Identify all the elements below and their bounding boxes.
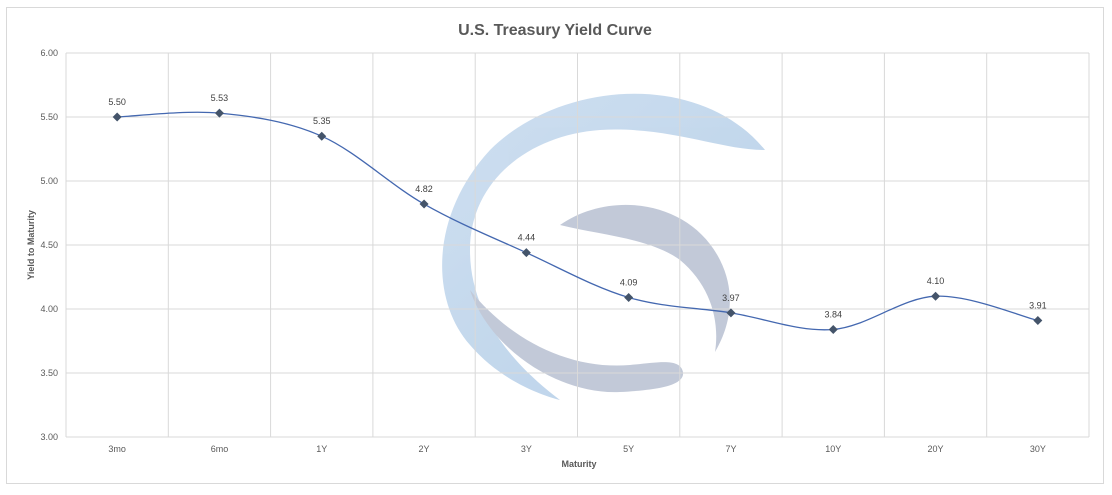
data-label: 4.44 <box>518 233 536 243</box>
y-axis-ticks: 3.00 3.50 4.00 4.50 5.00 5.50 6.00 <box>40 48 58 442</box>
x-tick-label: 5Y <box>623 444 634 454</box>
data-point-marker <box>828 324 838 334</box>
data-label: 5.50 <box>108 97 126 107</box>
y-axis-label: Yield to Maturity <box>26 210 36 280</box>
watermark-lower-arc <box>470 290 684 393</box>
data-point-marker <box>1033 316 1043 326</box>
data-point-marker <box>317 131 327 141</box>
chart-title: U.S. Treasury Yield Curve <box>458 22 652 39</box>
y-tick-label: 5.00 <box>40 176 58 186</box>
data-label: 5.53 <box>211 93 229 103</box>
x-tick-label: 3Y <box>521 444 532 454</box>
x-tick-label: 10Y <box>825 444 841 454</box>
watermark-outer-arc <box>442 93 765 401</box>
x-axis-label: Maturity <box>561 459 596 469</box>
x-tick-label: 6mo <box>211 444 229 454</box>
y-tick-label: 4.50 <box>40 240 58 250</box>
data-point-marker <box>726 308 736 318</box>
data-label: 4.09 <box>620 277 638 287</box>
data-point-marker <box>214 108 224 118</box>
x-tick-label: 20Y <box>928 444 944 454</box>
data-label: 3.97 <box>722 293 740 303</box>
data-point-marker <box>521 248 531 258</box>
data-point-marker <box>931 291 941 301</box>
x-tick-label: 3mo <box>108 444 126 454</box>
data-point-marker <box>624 292 634 302</box>
x-tick-label: 7Y <box>725 444 736 454</box>
data-point-marker <box>112 112 122 122</box>
x-tick-label: 1Y <box>316 444 327 454</box>
watermark-logo <box>442 93 765 401</box>
x-tick-label: 2Y <box>419 444 430 454</box>
data-labels: 5.50 5.53 5.35 4.82 4.44 4.09 3.97 3.84 4.10 3.91 <box>108 93 1046 319</box>
y-tick-label: 5.50 <box>40 112 58 122</box>
data-label: 3.91 <box>1029 301 1047 311</box>
data-label: 5.35 <box>313 116 331 126</box>
data-label: 3.84 <box>824 309 842 319</box>
data-label: 4.82 <box>415 184 433 194</box>
data-markers <box>112 108 1043 334</box>
series-line <box>117 111 1039 331</box>
watermark-inner-arc <box>560 204 730 352</box>
x-tick-label: 30Y <box>1030 444 1046 454</box>
data-point-marker <box>419 199 429 209</box>
x-axis-ticks: 3mo 6mo 1Y 2Y 3Y 5Y 7Y 10Y 20Y 30Y <box>108 444 1045 454</box>
y-tick-label: 3.00 <box>40 432 58 442</box>
data-label: 4.10 <box>927 276 945 286</box>
grid-lines <box>65 52 1090 438</box>
y-tick-label: 6.00 <box>40 48 58 58</box>
y-tick-label: 3.50 <box>40 368 58 378</box>
y-tick-label: 4.00 <box>40 304 58 314</box>
